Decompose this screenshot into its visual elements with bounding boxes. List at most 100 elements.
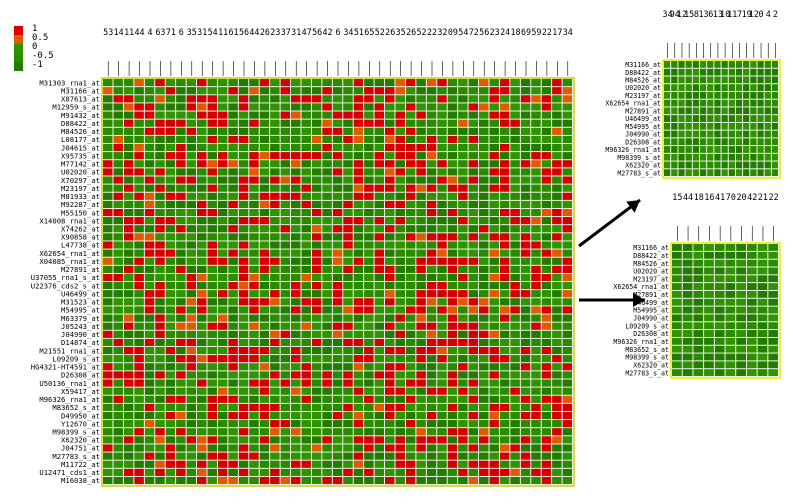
heatmap-cell (531, 160, 541, 168)
heatmap-cell (750, 115, 757, 122)
heatmap-cell (416, 127, 426, 135)
heatmap-cell (259, 436, 270, 444)
heatmap-cell (217, 87, 228, 95)
heatmap-cell (743, 115, 750, 122)
heatmap-cell (228, 95, 238, 103)
heatmap-cell (416, 233, 426, 241)
heatmap-cell (664, 91, 671, 99)
heatmap-cell (437, 403, 447, 412)
heatmap-cell (144, 225, 155, 233)
heatmap-cell (458, 87, 468, 95)
heatmap-cell (113, 249, 123, 257)
heatmap-cell (531, 468, 541, 476)
heatmap-cell (353, 306, 364, 314)
heatmap-cell (197, 436, 207, 444)
heatmap-cell (699, 68, 707, 76)
heatmap-cell (332, 298, 343, 306)
heatmap-cell (437, 208, 447, 217)
heatmap-cell (238, 87, 249, 95)
heatmap-cell (228, 338, 238, 347)
heatmap-cell (395, 428, 405, 436)
heatmap-cell (468, 249, 479, 257)
heatmap-cell (416, 152, 426, 160)
heatmap-cell (437, 95, 447, 103)
heatmap-cell (395, 87, 405, 95)
column-label: 7 (737, 9, 742, 19)
legend-swatch (14, 44, 23, 53)
heatmap-cell (562, 476, 573, 485)
heatmap-cell (123, 225, 134, 233)
heatmap-cell (704, 290, 714, 298)
heatmap-cell (426, 403, 437, 412)
heatmap-cell (301, 176, 311, 184)
heatmap-cell (259, 103, 270, 111)
heatmap-cell (771, 99, 779, 107)
heatmap-cell (499, 330, 510, 338)
column-label: 26 (260, 27, 270, 37)
heatmap-cell (499, 249, 510, 257)
heatmap-cell (672, 345, 682, 353)
heatmap-cell (426, 225, 437, 233)
heatmap-cell (249, 200, 259, 209)
heatmap-cell (134, 436, 144, 444)
arrow-head (633, 293, 645, 307)
heatmap-cell (714, 283, 725, 291)
heatmap-cell (437, 355, 447, 363)
heatmap-cell (186, 387, 197, 395)
heatmap-cell (499, 135, 510, 144)
heatmap-cell (311, 395, 322, 403)
heatmap-cell (228, 143, 238, 152)
heatmap-cell (280, 168, 291, 176)
row-label: X62320_at (633, 361, 669, 369)
heatmap-cell (746, 251, 757, 259)
heatmap-cell (103, 233, 113, 241)
heatmap-cell (144, 160, 155, 168)
heatmap-cell (405, 87, 416, 95)
heatmap-cell (165, 257, 176, 265)
heatmap-cell (165, 249, 176, 257)
heatmap-cell (123, 387, 134, 395)
heatmap-cell (155, 257, 165, 265)
heatmap-cell (155, 160, 165, 168)
heatmap-cell (228, 184, 238, 192)
heatmap-cell (499, 298, 510, 306)
heatmap-cell (531, 79, 541, 87)
row-label: X74262_at (61, 224, 100, 233)
heatmap-cell (249, 330, 259, 338)
heatmap-cell (764, 91, 771, 99)
heatmap-cell (176, 476, 186, 485)
row-label: X95735_at (61, 151, 100, 160)
heatmap-cell (155, 241, 165, 249)
heatmap-cell (672, 330, 682, 337)
heatmap-cell (721, 161, 728, 169)
heatmap-cell (259, 387, 270, 395)
heatmap-cell (343, 79, 353, 87)
heatmap-cell (489, 452, 499, 460)
heatmap-cell (311, 468, 322, 476)
heatmap-cell (217, 460, 228, 468)
heatmap-cell (353, 314, 364, 322)
heatmap-cell (238, 143, 249, 152)
heatmap-cell (692, 122, 700, 130)
heatmap-cell (374, 379, 385, 387)
heatmap-cell (479, 257, 489, 265)
heatmap-cell (165, 233, 176, 241)
heatmap-cell (197, 306, 207, 314)
heatmap-cell (510, 298, 520, 306)
heatmap-cell (768, 369, 779, 377)
heatmap-cell (186, 184, 197, 192)
heatmap-cell (405, 314, 416, 322)
heatmap-cell (552, 152, 562, 160)
heatmap-cell (103, 225, 113, 233)
heatmap-cell (123, 135, 134, 144)
heatmap-cell (721, 61, 728, 68)
row-label: M92287_at (61, 200, 100, 209)
column-label: 6 (179, 27, 184, 37)
heatmap-cell (541, 127, 552, 135)
heatmap-cell (176, 225, 186, 233)
column-label: 59 (531, 27, 541, 37)
heatmap-cell (155, 346, 165, 355)
heatmap-cell (207, 460, 217, 468)
heatmap-cell (113, 452, 123, 460)
heatmap-cell (311, 217, 322, 225)
